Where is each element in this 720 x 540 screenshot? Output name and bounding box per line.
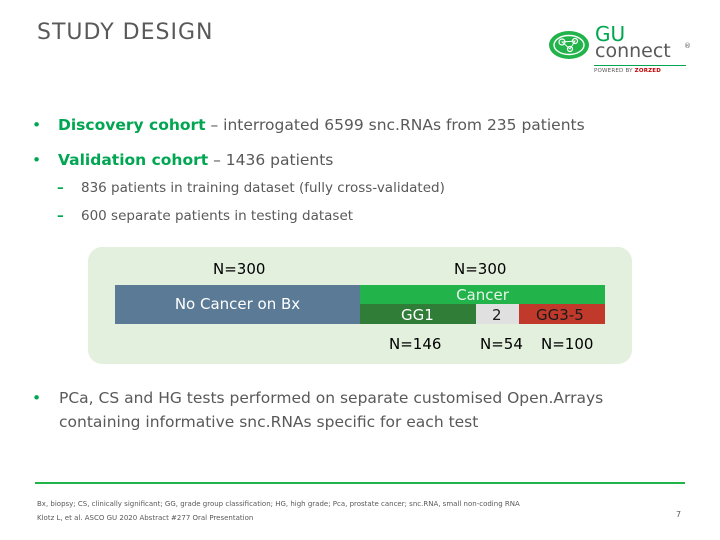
no-cancer-bar xyxy=(115,285,360,324)
footnote-citation: Klotz L, et al. ASCO GU 2020 Abstract #2… xyxy=(37,514,254,522)
bullet-dot: • xyxy=(32,151,42,169)
bullet-dot: • xyxy=(32,116,42,134)
bullet-dot: • xyxy=(32,389,42,407)
gg1-label: GG1 xyxy=(401,306,434,324)
logo-powered-brand: ZORZED xyxy=(634,68,662,74)
no-cancer-label: No Cancer on Bx xyxy=(174,295,301,313)
logo-gu-text: GU xyxy=(595,22,626,46)
sub-bullet-training: – 836 patients in training dataset (fully… xyxy=(57,180,445,196)
slide-title: STUDY DESIGN xyxy=(37,20,214,45)
gg3-5-segment xyxy=(519,304,605,324)
bullet-text: – interrogated 6599 snc.RNAs from 235 pa… xyxy=(205,116,585,134)
bullet-tests-line2: containing informative snc.RNAs specific… xyxy=(59,413,479,431)
no-cancer-n: N=300 xyxy=(213,260,266,278)
bullet-tests: • PCa, CS and HG tests performed on separ… xyxy=(32,386,672,434)
bullet-strong: Discovery cohort xyxy=(58,116,206,134)
logo-registered-mark: ® xyxy=(684,42,691,50)
page-number: 7 xyxy=(676,510,682,519)
bullet-text: – 1436 patients xyxy=(208,151,334,169)
sub-bullet-text: 836 patients in training dataset (fully … xyxy=(81,180,445,196)
kidney-globe-icon xyxy=(549,31,589,59)
cancer-bar xyxy=(360,285,605,304)
bullet-validation-cohort: • Validation cohort – 1436 patients xyxy=(32,151,333,169)
sub-bullet-text: 600 separate patients in testing dataset xyxy=(81,208,354,224)
footnote-abbreviations: Bx, biopsy; CS, clinically significant; … xyxy=(37,500,520,508)
gg2-segment xyxy=(476,304,519,324)
gg3-5-count: N=100 xyxy=(541,335,594,353)
sub-bullet-testing: – 600 separate patients in testing datase… xyxy=(57,208,353,224)
logo-divider xyxy=(594,65,686,66)
sub-bullet-dash: – xyxy=(57,208,64,224)
bullet-discovery-cohort: • Discovery cohort – interrogated 6599 sn… xyxy=(32,116,585,134)
cancer-label: Cancer xyxy=(456,286,509,304)
bullet-tests-line1: PCa, CS and HG tests performed on separa… xyxy=(59,389,604,407)
logo-powered-by: POWERED BY ZORZED xyxy=(594,68,661,74)
gg1-segment xyxy=(360,304,476,324)
footer-divider xyxy=(35,482,685,484)
bullet-strong: Validation cohort xyxy=(58,151,209,169)
gg3-5-label: GG3-5 xyxy=(536,306,584,324)
gg1-count: N=146 xyxy=(389,335,442,353)
logo-connect-text: connect xyxy=(595,40,671,62)
gu-connect-logo: GU connect ® POWERED BY ZORZED xyxy=(548,22,698,82)
gg2-label: 2 xyxy=(492,306,502,324)
cancer-n: N=300 xyxy=(454,260,507,278)
logo-powered-prefix: POWERED BY xyxy=(594,68,635,74)
sub-bullet-dash: – xyxy=(57,180,64,196)
gg2-count: N=54 xyxy=(480,335,523,353)
